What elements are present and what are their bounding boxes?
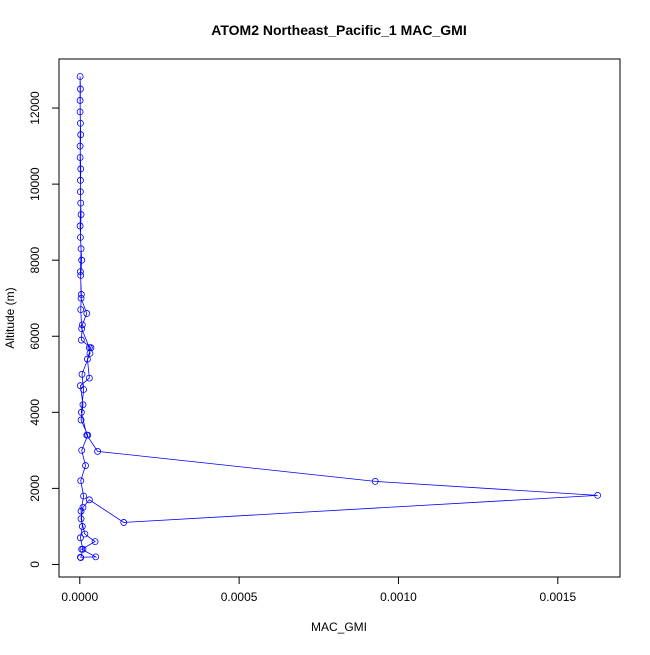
data-point — [77, 477, 85, 485]
data-point — [77, 294, 85, 302]
data-point — [78, 545, 86, 553]
data-point — [76, 97, 84, 104]
data-point — [81, 530, 89, 538]
x-axis-label: MAC_GMI — [311, 620, 367, 634]
y-tick-label: 12000 — [28, 91, 42, 125]
data-point — [77, 306, 85, 314]
data-point — [80, 492, 88, 500]
data-point — [85, 496, 93, 504]
data-point — [86, 349, 94, 357]
data-point — [77, 416, 85, 424]
data-point — [120, 519, 128, 526]
data-point — [77, 272, 85, 279]
data-point — [77, 199, 85, 207]
data-point — [77, 245, 85, 253]
data-point — [80, 386, 88, 393]
data-point — [76, 154, 84, 161]
data-point — [85, 374, 93, 382]
x-tick-label: 0.0000 — [61, 590, 98, 604]
data-point — [94, 447, 102, 455]
data-point — [83, 310, 91, 317]
data-point — [77, 534, 84, 542]
data-point — [77, 165, 85, 173]
y-tick-label: 6000 — [28, 323, 42, 350]
data-point — [79, 504, 87, 511]
x-tick-label: 0.0010 — [380, 590, 417, 604]
data-point — [78, 446, 86, 454]
data-point — [77, 233, 84, 241]
data-point — [77, 131, 85, 139]
data-point — [82, 462, 89, 469]
data-point — [76, 73, 84, 80]
data-point — [78, 256, 86, 264]
data-point — [78, 321, 86, 329]
data-point — [77, 507, 85, 515]
y-tick-label: 2000 — [28, 475, 42, 502]
data-point — [77, 188, 84, 196]
y-tick-label: 8000 — [28, 247, 42, 274]
data-point — [594, 491, 602, 499]
data-point — [79, 401, 87, 409]
data-point — [77, 85, 84, 93]
x-tick-label: 0.0015 — [539, 590, 576, 604]
chart-title: ATOM2 Northeast_Pacific_1 MAC_GMI — [211, 22, 466, 38]
data-point — [76, 222, 84, 230]
data-point — [78, 523, 86, 530]
data-point — [371, 477, 379, 485]
data-point — [78, 370, 86, 378]
data-point — [91, 538, 99, 546]
data-point — [92, 553, 100, 561]
data-point — [77, 553, 84, 561]
data-point — [77, 408, 85, 416]
data-point — [78, 325, 86, 333]
y-tick-label: 10000 — [28, 167, 42, 201]
data-point — [77, 211, 85, 218]
x-tick-label: 0.0005 — [221, 590, 258, 604]
y-tick-label: 4000 — [28, 399, 42, 426]
data-point — [76, 142, 84, 150]
data-point — [77, 268, 84, 276]
data-point — [77, 119, 84, 127]
data-point — [84, 355, 91, 363]
data-point — [77, 515, 85, 523]
data-point — [77, 336, 85, 344]
data-point — [77, 291, 85, 298]
data-point — [77, 176, 84, 184]
data-point — [76, 108, 84, 116]
data-point — [83, 431, 91, 439]
y-tick-label: 0 — [28, 561, 42, 568]
y-axis-label: Altitude (m) — [3, 287, 17, 348]
